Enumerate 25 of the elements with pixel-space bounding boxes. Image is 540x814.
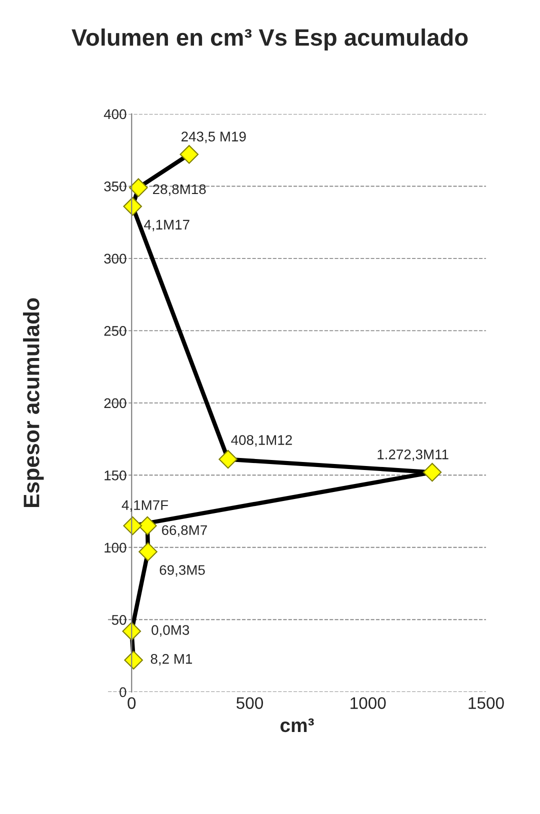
annotation: 0,0M3 <box>152 625 190 637</box>
annotation: 408,1M12 <box>231 435 292 447</box>
annotation: 69,3M5 <box>160 565 205 577</box>
y-tick-label: 350 <box>104 182 126 192</box>
y-tick-label: 0 <box>120 687 126 698</box>
annotation: 243,5 M19 <box>182 132 246 144</box>
chart-title: Volumen en cm³ Vs Esp acumulado <box>72 28 468 50</box>
annotation: 8,2 M1 <box>150 654 192 666</box>
annotation: 1.272,3M11 <box>378 450 448 461</box>
annotation: 4,1M17 <box>144 220 190 232</box>
y-tick-label: 150 <box>104 470 126 480</box>
y-tick-label: 200 <box>104 398 126 408</box>
annotation: 66,8M7 <box>162 525 207 537</box>
x-axis-title: cm³ <box>280 718 314 732</box>
x-tick-label: 1000 <box>350 697 386 710</box>
y-tick-label: 50 <box>112 614 126 625</box>
y-tick-label: 100 <box>104 542 126 553</box>
y-axis-title: Espesor acumulado <box>23 298 44 508</box>
y-tick-label: 300 <box>104 254 126 264</box>
y-tick-label: 250 <box>104 326 126 336</box>
y-tick-label: 400 <box>104 109 126 120</box>
x-tick-label: 500 <box>236 697 264 710</box>
x-tick-label: 1500 <box>468 697 504 710</box>
x-tick-label: 0 <box>128 697 136 710</box>
annotation: 28,8M18 <box>153 184 206 196</box>
